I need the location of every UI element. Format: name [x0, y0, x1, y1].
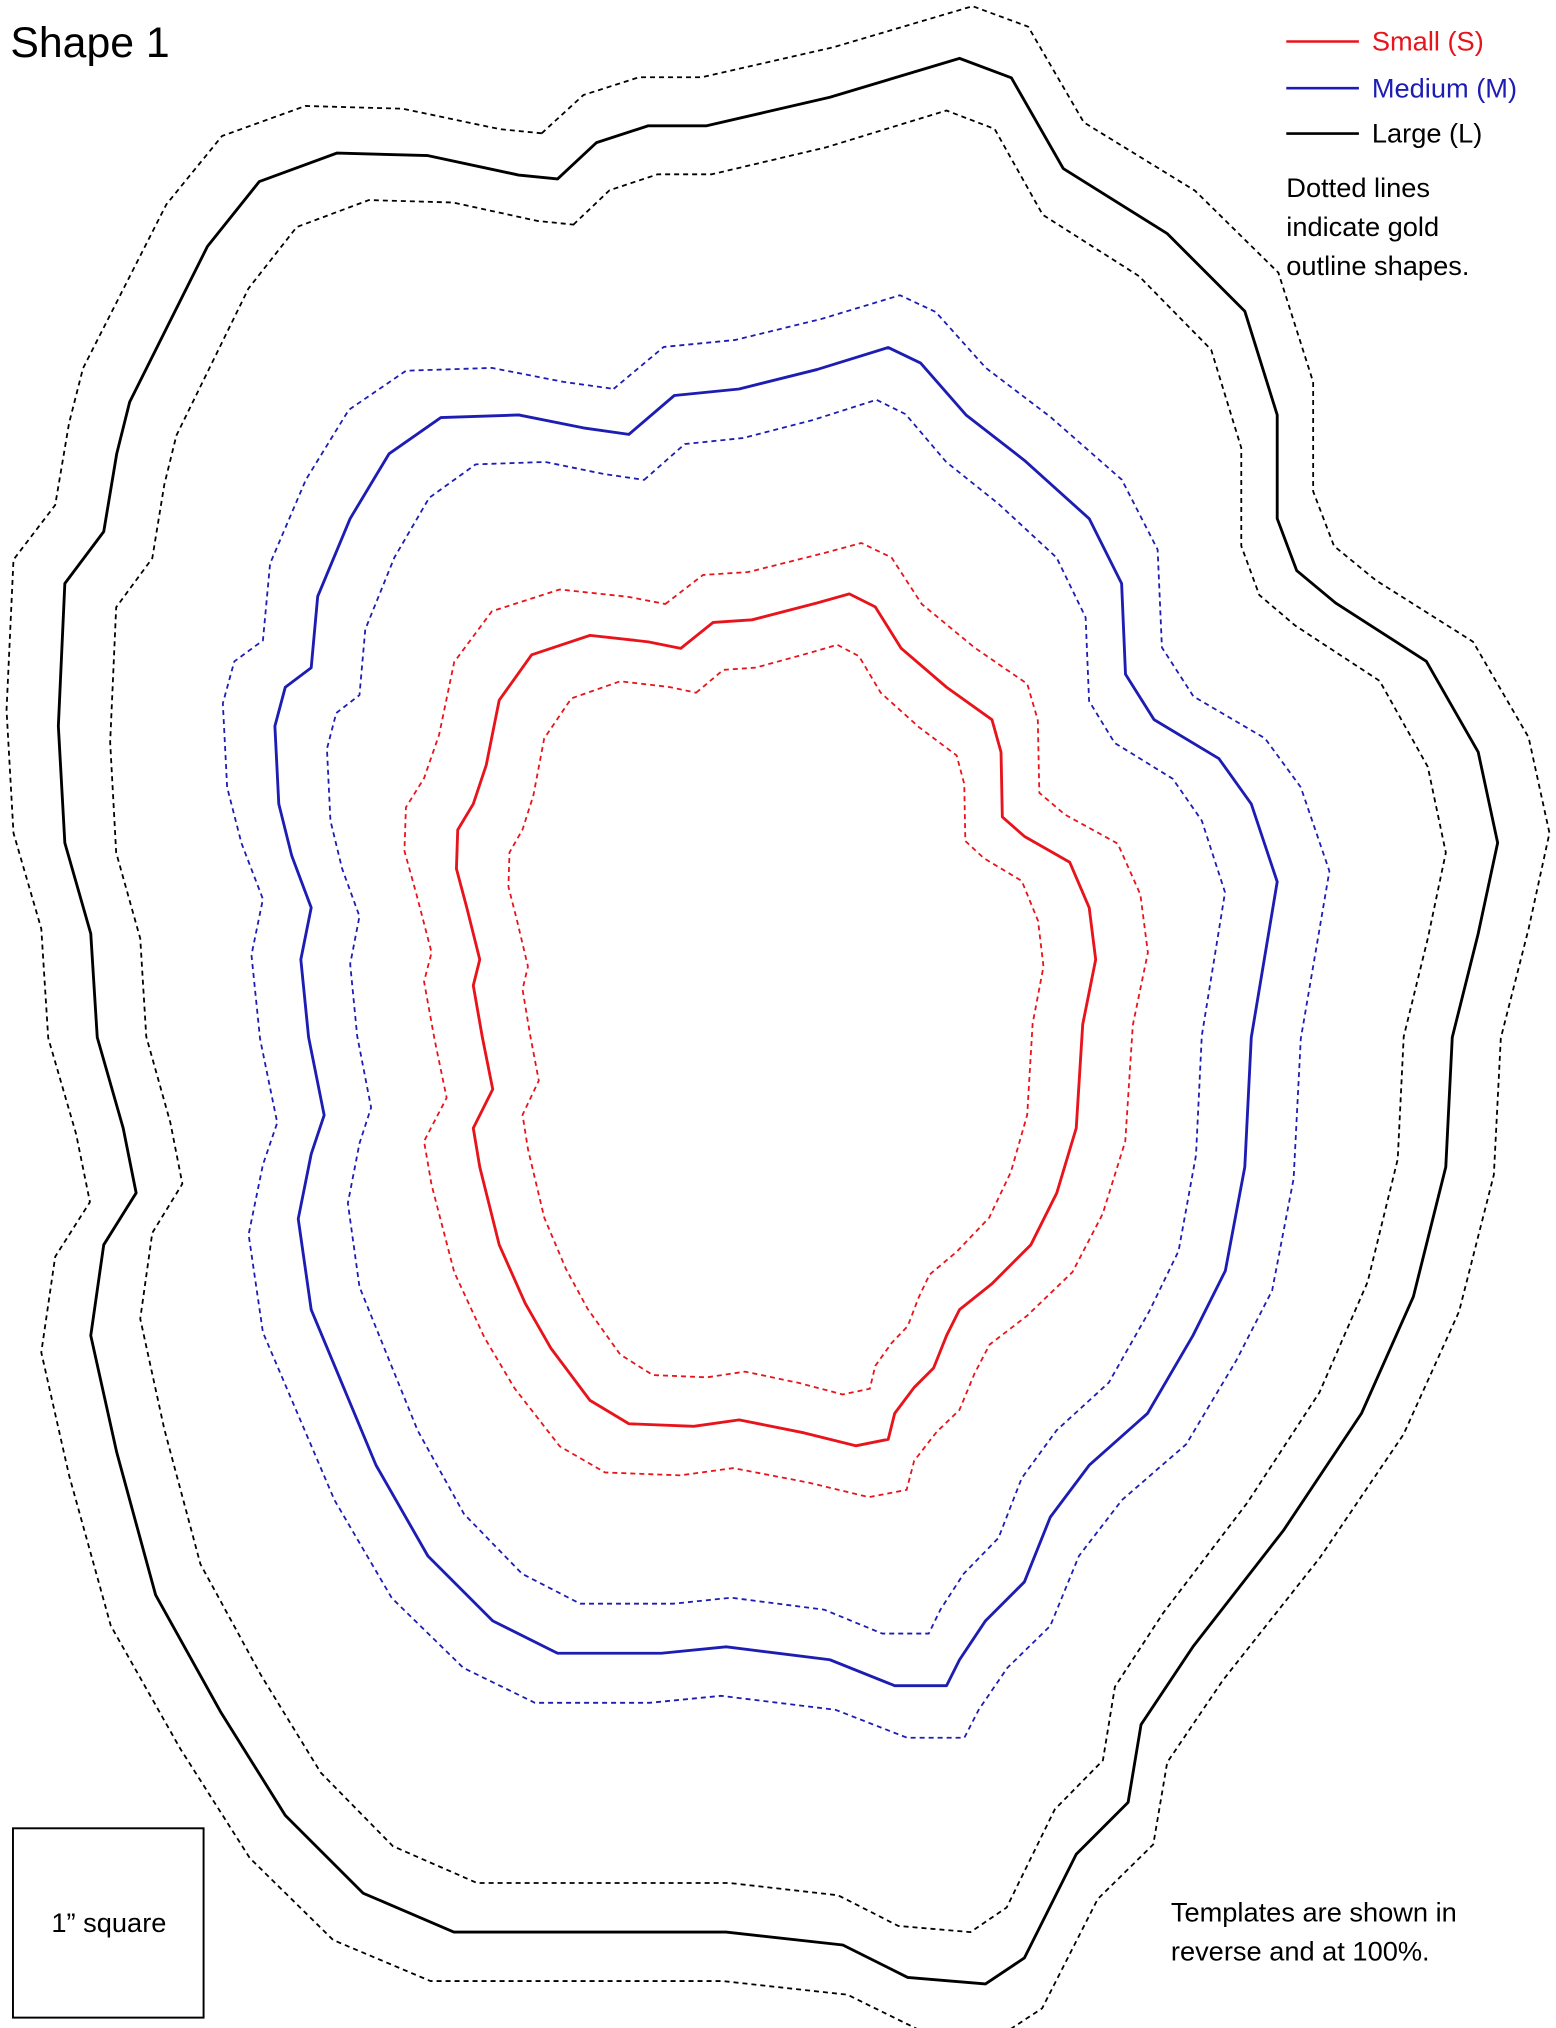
- medium-shape: [223, 295, 1330, 1738]
- outer-dotted-outline: [223, 295, 1330, 1738]
- legend-label: Medium (M): [1372, 72, 1517, 103]
- small-shape: [404, 543, 1147, 1497]
- title: Shape 1: [10, 19, 169, 67]
- large-outline: [56, 56, 1500, 1986]
- scale-square: [11, 1827, 205, 2019]
- note-line: outline shapes.: [1286, 250, 1469, 281]
- shapes: [7, 6, 1550, 2028]
- scale-label: 1” square: [51, 1907, 166, 1938]
- outer-dotted-outline: [404, 543, 1147, 1497]
- legend-label: Small (S): [1372, 26, 1484, 57]
- legend: Small (S) Medium (M) Large (L) Dotted li…: [1286, 26, 1517, 281]
- outer-dotted-outline: [7, 6, 1550, 2028]
- note-line: Dotted lines: [1286, 172, 1430, 203]
- inner-dotted-outline: [508, 645, 1043, 1395]
- legend-label: Large (L): [1372, 118, 1482, 149]
- footer-line: reverse and at 100%.: [1171, 1936, 1430, 1967]
- footer-line: Templates are shown in: [1171, 1897, 1457, 1928]
- inner-dotted-outline: [327, 400, 1225, 1634]
- medium-outline: [273, 346, 1279, 1688]
- note-line: indicate gold: [1286, 211, 1439, 242]
- inner-dotted-outline: [110, 111, 1446, 1933]
- small-outline: [455, 592, 1098, 1448]
- large-shape: [7, 6, 1550, 2028]
